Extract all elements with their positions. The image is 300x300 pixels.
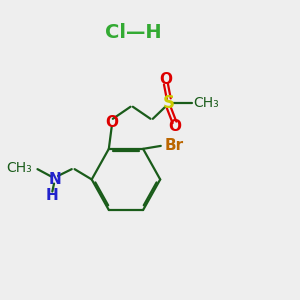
- Text: N: N: [48, 172, 61, 187]
- Text: Cl: Cl: [105, 23, 126, 42]
- Text: H: H: [45, 188, 58, 203]
- Text: CH₃: CH₃: [194, 96, 219, 110]
- Text: CH₃: CH₃: [7, 161, 32, 175]
- Text: S: S: [163, 94, 175, 112]
- Text: Br: Br: [164, 138, 184, 153]
- Text: O: O: [105, 115, 118, 130]
- Text: O: O: [168, 119, 181, 134]
- Text: —H: —H: [126, 23, 162, 42]
- Text: O: O: [159, 72, 172, 87]
